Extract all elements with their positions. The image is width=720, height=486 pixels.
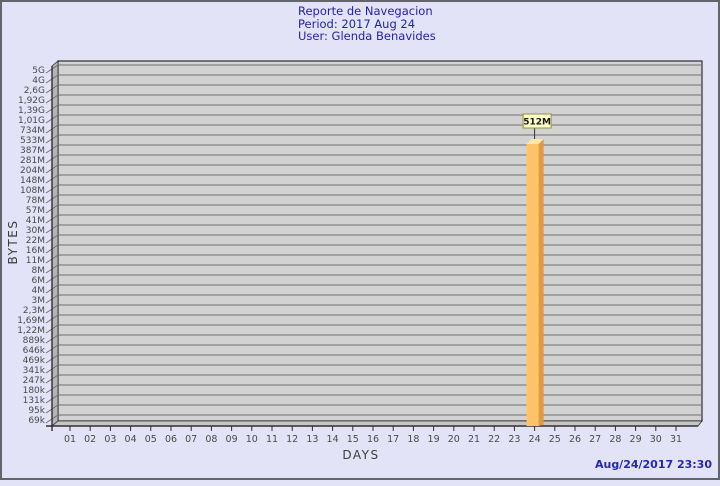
svg-text:69k: 69k: [28, 416, 45, 426]
svg-text:533M: 533M: [20, 136, 45, 146]
svg-text:08: 08: [205, 434, 217, 445]
svg-text:131k: 131k: [23, 396, 46, 406]
svg-text:06: 06: [165, 434, 177, 445]
svg-text:19: 19: [428, 434, 440, 445]
plot-back-wall: [57, 60, 703, 422]
svg-text:14: 14: [327, 434, 339, 445]
svg-text:11: 11: [266, 434, 278, 445]
svg-text:2,6G: 2,6G: [24, 86, 45, 96]
svg-text:29: 29: [630, 434, 642, 445]
svg-text:1,69M: 1,69M: [17, 316, 45, 326]
svg-text:28: 28: [609, 434, 621, 445]
svg-text:26: 26: [569, 434, 581, 445]
svg-text:15: 15: [347, 434, 359, 445]
svg-text:22: 22: [488, 434, 500, 445]
svg-text:31: 31: [670, 434, 682, 445]
svg-text:20: 20: [448, 434, 460, 445]
svg-text:247k: 247k: [23, 376, 46, 386]
x-axis-title: DAYS: [342, 448, 379, 462]
svg-text:25: 25: [549, 434, 561, 445]
svg-text:108M: 108M: [20, 186, 45, 196]
svg-text:5G: 5G: [32, 66, 45, 76]
svg-text:387M: 387M: [20, 146, 45, 156]
svg-text:2,3M: 2,3M: [23, 306, 45, 316]
svg-text:341k: 341k: [23, 366, 46, 376]
svg-text:57M: 57M: [26, 206, 45, 216]
svg-text:204M: 204M: [20, 166, 45, 176]
svg-text:646k: 646k: [23, 346, 46, 356]
svg-text:12: 12: [286, 434, 298, 445]
svg-text:18: 18: [407, 434, 419, 445]
bar-value-callout: 512M: [522, 113, 552, 139]
svg-text:02: 02: [84, 434, 96, 445]
bar-day-24: [526, 139, 544, 426]
svg-text:1,92G: 1,92G: [18, 96, 45, 106]
svg-text:148M: 148M: [20, 176, 45, 186]
svg-text:13: 13: [306, 434, 318, 445]
svg-text:03: 03: [104, 434, 116, 445]
svg-text:6M: 6M: [32, 276, 46, 286]
svg-text:4M: 4M: [32, 286, 46, 296]
svg-text:78M: 78M: [26, 196, 45, 206]
report-user: User: Glenda Benavides: [298, 29, 436, 43]
y-axis-title: BYTES: [6, 220, 20, 265]
svg-text:05: 05: [145, 434, 157, 445]
svg-text:11M: 11M: [26, 256, 45, 266]
svg-text:512M: 512M: [523, 118, 551, 128]
svg-text:21: 21: [468, 434, 480, 445]
svg-text:281M: 281M: [20, 156, 45, 166]
report-header: Reporte de Navegacion Period: 2017 Aug 2…: [298, 5, 436, 43]
svg-text:04: 04: [125, 434, 137, 445]
svg-text:27: 27: [589, 434, 601, 445]
svg-text:24: 24: [529, 434, 541, 445]
y-axis-tick-labels: 5G4G2,6G1,92G1,39G1,01G734M533M387M281M2…: [17, 66, 46, 426]
svg-text:16M: 16M: [26, 246, 45, 256]
svg-text:16: 16: [367, 434, 379, 445]
generated-timestamp: Aug/24/2017 23:30: [594, 458, 712, 471]
y-gridlines: [45, 64, 702, 424]
report-title: Reporte de Navegacion: [298, 4, 433, 18]
svg-text:07: 07: [185, 434, 197, 445]
svg-text:95k: 95k: [28, 406, 45, 416]
svg-text:1,01G: 1,01G: [18, 116, 45, 126]
svg-text:3M: 3M: [32, 296, 46, 306]
svg-text:889k: 889k: [23, 336, 46, 346]
svg-text:23: 23: [508, 434, 520, 445]
svg-text:1,22M: 1,22M: [17, 326, 45, 336]
svg-text:180k: 180k: [23, 386, 46, 396]
svg-text:10: 10: [246, 434, 258, 445]
svg-text:22M: 22M: [26, 236, 45, 246]
svg-text:09: 09: [226, 434, 238, 445]
svg-text:01: 01: [64, 434, 76, 445]
report-period: Period: 2017 Aug 24: [298, 16, 416, 31]
svg-text:734M: 734M: [20, 126, 45, 136]
svg-text:469k: 469k: [23, 356, 46, 366]
svg-text:30M: 30M: [26, 226, 45, 236]
x-axis-tick-labels: 01 02 03 04 05 06 07 08 09 10 11 12 13 14 15 16 17 18 19 20…: [64, 426, 682, 445]
svg-text:17: 17: [387, 434, 399, 445]
axes: [46, 66, 698, 431]
svg-text:4G: 4G: [32, 76, 45, 86]
svg-text:30: 30: [650, 434, 662, 445]
svg-text:1,39G: 1,39G: [18, 106, 45, 116]
svg-text:41M: 41M: [26, 216, 45, 226]
svg-text:8M: 8M: [32, 266, 46, 276]
